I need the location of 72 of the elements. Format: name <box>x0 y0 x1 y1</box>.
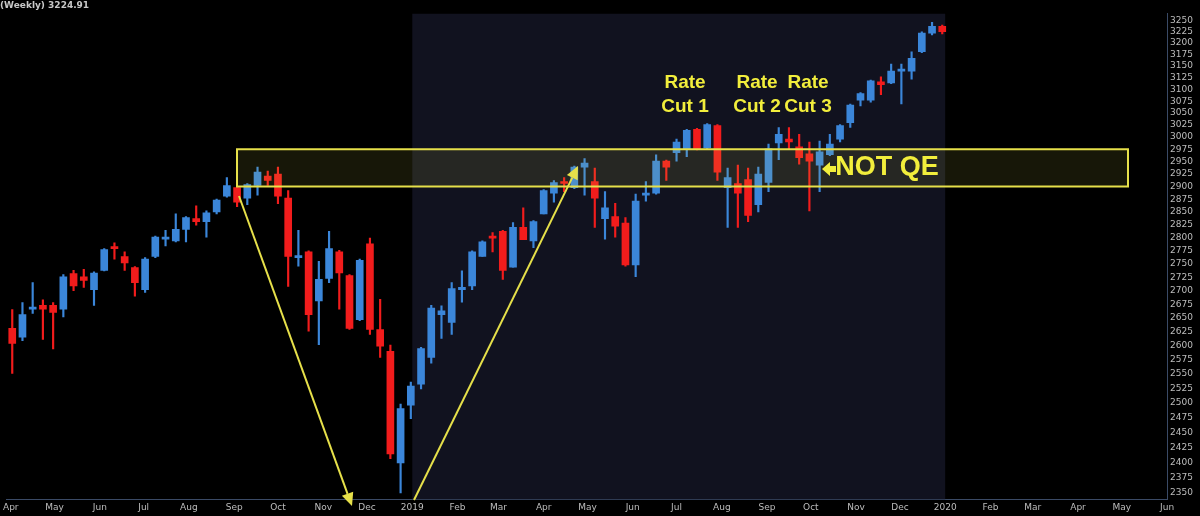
y-tick-label: 2550 <box>1170 368 1194 379</box>
y-tick-label: 2425 <box>1170 441 1193 452</box>
x-tick-label: Feb <box>449 501 466 512</box>
chart-title: (Weekly) 3224.91 <box>0 0 90 10</box>
y-tick-label: 2650 <box>1170 312 1194 323</box>
x-tick-label: Jun <box>624 501 640 512</box>
y-tick-label: 3100 <box>1170 83 1194 94</box>
y-tick-label: 2850 <box>1170 206 1194 217</box>
y-tick-label: 2400 <box>1170 456 1194 467</box>
y-tick-label: 2475 <box>1170 411 1193 422</box>
candlestick <box>161 230 170 247</box>
y-tick-label: 3200 <box>1170 37 1194 48</box>
y-tick-label: 3225 <box>1170 26 1193 37</box>
y-tick-label: 2375 <box>1170 471 1193 482</box>
y-tick-label: 2700 <box>1170 285 1194 296</box>
y-tick-label: 3025 <box>1170 119 1193 130</box>
y-tick-label: 2500 <box>1170 397 1194 408</box>
candlestick <box>437 305 446 339</box>
x-tick-label: Jul <box>137 501 150 512</box>
x-tick-label: Mar <box>1024 501 1042 512</box>
y-tick-label: 2775 <box>1170 245 1193 256</box>
y-tick-label: 2575 <box>1170 354 1193 365</box>
y-tick-label: 2525 <box>1170 382 1193 393</box>
y-tick-label: 2750 <box>1170 258 1194 269</box>
y-tick-label: 3075 <box>1170 95 1193 106</box>
y-tick-label: 2625 <box>1170 326 1193 337</box>
annotation: NOT QE <box>835 151 939 182</box>
x-tick-label: May <box>578 501 598 512</box>
x-tick-label: Sep <box>225 501 243 512</box>
x-tick-label: Sep <box>758 501 776 512</box>
candlestick <box>110 242 119 260</box>
x-tick-label: Aug <box>180 501 198 512</box>
x-tick-label: Nov <box>847 501 866 512</box>
y-tick-label: 2925 <box>1170 168 1193 179</box>
y-tick-label: 3125 <box>1170 72 1193 83</box>
y-tick-label: 2725 <box>1170 271 1193 282</box>
y-tick-label: 3250 <box>1170 14 1194 25</box>
y-tick-label: 2800 <box>1170 232 1194 243</box>
y-tick-label: 3175 <box>1170 48 1193 59</box>
y-tick-label: 2350 <box>1170 487 1194 498</box>
y-tick-label: 2975 <box>1170 143 1193 154</box>
y-tick-label: 2825 <box>1170 219 1193 230</box>
x-tick-label: 2020 <box>933 501 957 512</box>
y-tick-label: 2875 <box>1170 193 1193 204</box>
x-tick-label: Dec <box>358 501 376 512</box>
y-tick-label: 2600 <box>1170 340 1194 351</box>
x-tick-label: Oct <box>270 501 287 512</box>
x-tick-label: Oct <box>803 501 820 512</box>
y-tick-label: 2950 <box>1170 155 1194 166</box>
x-tick-label: 2019 <box>400 501 425 512</box>
annotation: Rate Cut 2 <box>733 71 781 117</box>
y-tick-label: 3000 <box>1170 131 1194 142</box>
x-tick-label: Nov <box>314 501 333 512</box>
y-tick-label: 2675 <box>1170 298 1193 309</box>
y-tick-label: 2900 <box>1170 180 1194 191</box>
x-tick-label: May <box>1112 501 1132 512</box>
x-tick-label: Aug <box>713 501 731 512</box>
x-tick-label: Dec <box>891 501 909 512</box>
x-tick-label: Apr <box>535 501 552 512</box>
x-tick-label: Feb <box>982 501 999 512</box>
x-tick-label: Apr <box>1070 501 1087 512</box>
y-tick-label: 2450 <box>1170 426 1194 437</box>
y-tick-label: 3050 <box>1170 107 1194 118</box>
annotation: Rate Cut 3 <box>784 71 832 117</box>
annotation: Rate Cut 1 <box>661 71 710 117</box>
x-tick-label: Jul <box>670 501 682 512</box>
x-tick-label: Apr <box>3 501 19 512</box>
x-tick-label: Jun <box>91 501 107 512</box>
y-tick-label: 3150 <box>1170 60 1194 71</box>
x-tick-label: May <box>45 501 65 512</box>
x-tick-label: Mar <box>489 501 508 512</box>
x-tick-label: Jun <box>1159 501 1175 512</box>
